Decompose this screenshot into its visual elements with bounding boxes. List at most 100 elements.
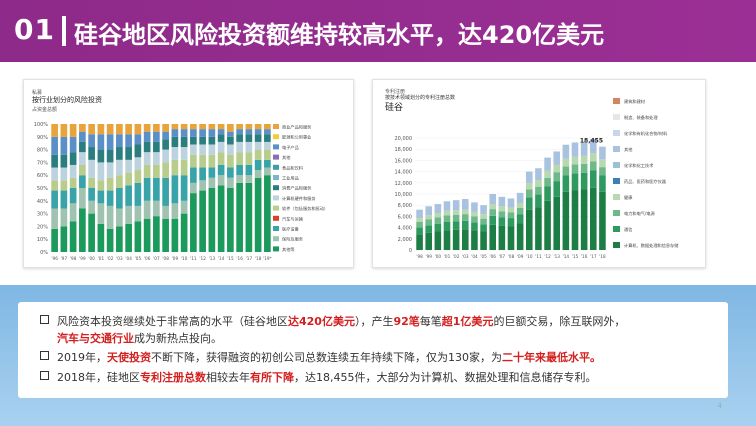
- left-bar-segment: [116, 159, 123, 176]
- right-bar-segment: [544, 170, 551, 178]
- left-chart-source-label: 私募: [32, 90, 43, 96]
- left-bar-segment: [180, 159, 188, 176]
- right-bar-segment: [471, 202, 478, 212]
- left-bar-segment: [245, 134, 253, 142]
- left-bar-segment: [171, 147, 179, 160]
- left-bar-segment: [190, 129, 197, 137]
- left-bar-segment: [217, 124, 225, 130]
- left-y-tick-label: 30%: [37, 212, 48, 218]
- left-bar-segment: [97, 162, 105, 181]
- left-bar-segment: [208, 154, 216, 168]
- right-bar-segment: [580, 189, 588, 250]
- right-bar-segment: [452, 200, 460, 211]
- left-bar-segment: [171, 136, 179, 148]
- left-bar-segment: [134, 170, 142, 183]
- left-bar-segment: [88, 147, 95, 160]
- left-bar-segment: [162, 177, 169, 206]
- right-x-tick-label: '03: [462, 254, 469, 259]
- right-bar-segment: [571, 190, 579, 250]
- right-bar-segment: [461, 199, 469, 210]
- right-bar-segment: [589, 139, 597, 154]
- left-bar-segment: [116, 208, 123, 227]
- right-bar-segment: [471, 216, 478, 223]
- right-bar-segment: [580, 163, 588, 173]
- left-bar-segment: [162, 139, 169, 150]
- right-bar-segment: [434, 231, 442, 250]
- left-bar-segment: [190, 144, 197, 155]
- left-bar-segment: [245, 141, 253, 153]
- left-bar-segment: [254, 159, 262, 171]
- left-bar-segment: [264, 141, 271, 150]
- right-bar-segment: [480, 231, 487, 250]
- left-bar-segment: [190, 124, 197, 130]
- left-bar-segment: [236, 134, 243, 142]
- left-chart-title: 按行业划分的风险投资: [32, 96, 102, 104]
- right-legend-swatch: [613, 162, 620, 168]
- left-bar-segment: [125, 124, 132, 135]
- right-y-tick-label: 4,000: [398, 226, 412, 232]
- left-legend-label: 消费产品和服务: [282, 185, 312, 192]
- bullet-box: [18, 302, 728, 398]
- right-x-tick-label: '13: [553, 254, 560, 259]
- left-x-tick-label: '98: [70, 256, 77, 261]
- left-bar-segment: [190, 193, 197, 252]
- left-bar-segment: [79, 175, 86, 188]
- left-bar-segment: [245, 182, 253, 252]
- right-bar-segment: [498, 196, 506, 207]
- checkbox-bullet-icon: [40, 315, 49, 324]
- right-chart-title: 按技术领域划分的专利注册总数: [385, 95, 456, 101]
- right-y-tick-label: 16,000: [395, 158, 413, 164]
- highlight-text: 超1亿美元: [441, 315, 494, 328]
- right-x-tick-label: '11: [535, 254, 542, 259]
- right-bar-segment: [599, 146, 606, 160]
- left-bar-segment: [60, 124, 68, 137]
- left-bar-segment: [227, 177, 234, 188]
- header-divider: [62, 16, 66, 46]
- left-bar-segment: [199, 154, 206, 168]
- left-bar-segment: [106, 190, 114, 206]
- right-bar-segment: [452, 221, 460, 230]
- right-bar-segment: [489, 215, 497, 225]
- left-legend-swatch: [273, 124, 279, 129]
- left-bar-segment: [88, 188, 95, 201]
- left-x-tick-label: '03: [116, 256, 123, 261]
- left-bar-segment: [180, 175, 188, 201]
- right-bar-segment: [471, 230, 478, 250]
- left-bar-segment: [217, 175, 225, 186]
- left-bar-segment: [125, 159, 132, 173]
- left-bar-segment: [217, 164, 225, 176]
- left-bar-segment: [79, 141, 86, 153]
- bullet-text: ），产生: [354, 315, 394, 328]
- right-y-tick-label: 14,000: [395, 170, 413, 176]
- right-bar-segment: [416, 227, 423, 235]
- section-number: 01: [14, 13, 55, 46]
- left-bar-segment: [116, 188, 123, 209]
- left-legend-swatch: [273, 236, 279, 242]
- right-y-tick-label: 0: [409, 248, 412, 254]
- left-legend-label: 保险及服务: [282, 236, 304, 243]
- left-bar-segment: [180, 213, 188, 252]
- left-bar-segment: [134, 182, 142, 206]
- slide-header: 01 硅谷地区风险投资额维持较高水平，达420亿美元: [0, 0, 756, 62]
- right-bar-segment: [525, 189, 533, 198]
- left-bar-segment: [60, 180, 68, 191]
- left-bar-segment: [153, 131, 160, 142]
- left-bar-segment: [97, 149, 105, 163]
- left-legend-swatch: [273, 185, 279, 191]
- right-bar-segment: [461, 229, 469, 250]
- right-legend-swatch: [613, 210, 620, 216]
- right-bar-segment: [535, 194, 542, 208]
- right-bar-segment: [562, 158, 570, 167]
- left-bar-segment: [106, 162, 114, 178]
- right-bar-segment: [544, 200, 551, 250]
- checkbox-bullet-icon: [40, 351, 49, 360]
- right-bar-segment: [589, 161, 597, 171]
- left-bar-segment: [208, 136, 216, 145]
- left-bar-segment: [97, 124, 105, 135]
- left-legend-swatch: [273, 215, 279, 221]
- right-bar-segment: [461, 220, 469, 230]
- right-stacked-bar-chart: 20,000 18,000 16,000 14,000 12,000 10,000 8,00…: [395, 98, 678, 259]
- left-bar-segment: [97, 223, 105, 252]
- left-bar-segment: [60, 208, 68, 227]
- left-bar-segment: [236, 129, 243, 135]
